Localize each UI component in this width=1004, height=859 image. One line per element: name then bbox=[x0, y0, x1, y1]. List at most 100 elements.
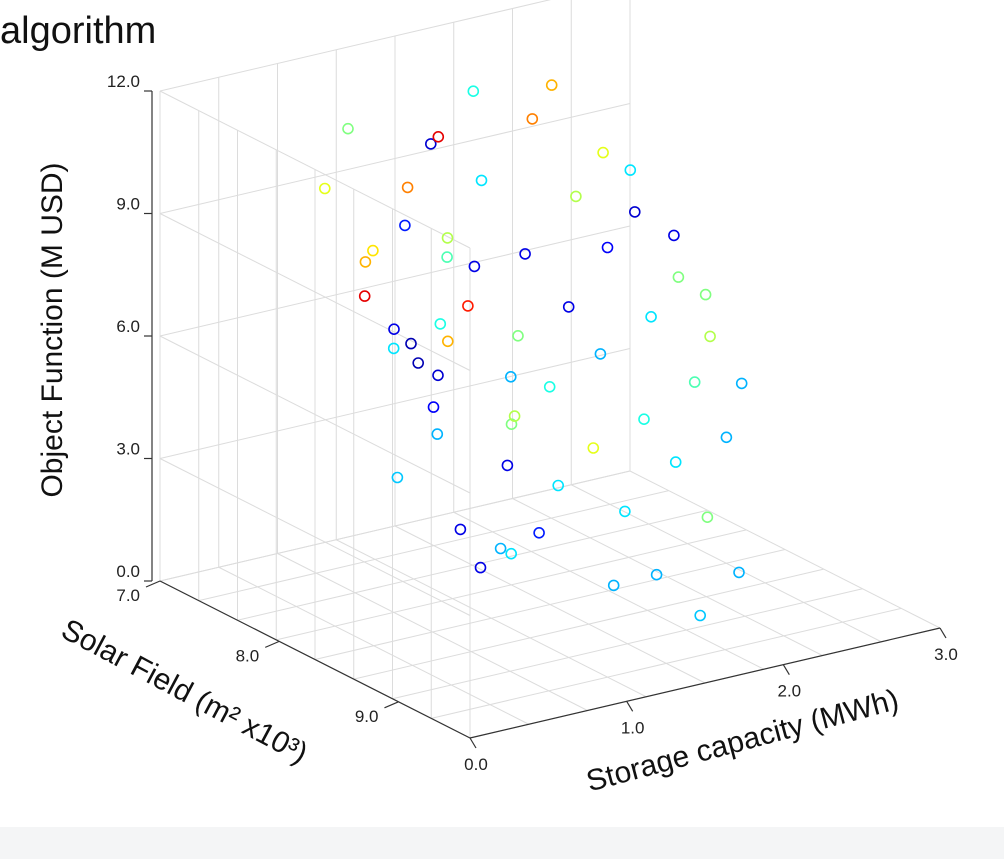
back-wall-grid-line bbox=[159, 225, 631, 337]
data-point bbox=[432, 131, 445, 143]
floor-grid-line bbox=[353, 568, 824, 680]
data-point bbox=[519, 248, 531, 260]
footer-bar bbox=[0, 827, 1004, 859]
axis-labels: Object Function (M USD) Solar Field (m² … bbox=[36, 162, 902, 798]
z-tick-label: 3.0 bbox=[116, 440, 140, 459]
data-point bbox=[358, 290, 371, 302]
data-point bbox=[405, 337, 417, 350]
data-point bbox=[619, 505, 631, 518]
data-point bbox=[387, 342, 400, 355]
data-point bbox=[533, 526, 545, 539]
floor-grid-line bbox=[276, 529, 747, 641]
data-point bbox=[601, 241, 614, 254]
data-point bbox=[688, 376, 701, 388]
floor-grid-line bbox=[237, 509, 708, 621]
data-point bbox=[462, 300, 474, 312]
data-point bbox=[441, 335, 454, 348]
floor-grid-line bbox=[392, 588, 863, 700]
data-point bbox=[454, 523, 467, 536]
data-point bbox=[562, 301, 575, 313]
side-wall-grid-line bbox=[159, 335, 471, 494]
data-point bbox=[508, 410, 521, 422]
x-tick-label: 2.0 bbox=[778, 682, 802, 701]
data-point bbox=[645, 310, 657, 323]
data-point bbox=[543, 380, 556, 393]
data-point bbox=[607, 579, 620, 592]
back-wall-grid-line bbox=[159, 0, 552, 92]
chart-title: algorithm bbox=[0, 10, 157, 52]
floor-grid-line bbox=[314, 549, 786, 660]
data-point bbox=[545, 79, 558, 91]
y-tick-label: 8.0 bbox=[236, 646, 260, 665]
data-point bbox=[501, 459, 514, 472]
data-point bbox=[694, 609, 707, 622]
data-point bbox=[441, 251, 453, 263]
data-point bbox=[388, 323, 400, 336]
back-wall-grid-line bbox=[159, 103, 631, 214]
data-point bbox=[424, 138, 437, 150]
data-point bbox=[570, 190, 582, 203]
x-tick-mark bbox=[939, 627, 947, 639]
data-point bbox=[431, 428, 444, 440]
data-point bbox=[594, 348, 607, 360]
side-wall-grid-line bbox=[159, 458, 471, 616]
x-tick-mark bbox=[626, 701, 634, 712]
data-point bbox=[733, 566, 745, 579]
data-point bbox=[701, 511, 714, 524]
data-point bbox=[412, 357, 425, 369]
data-point bbox=[704, 330, 716, 343]
data-point bbox=[494, 542, 507, 555]
data-point bbox=[628, 206, 641, 218]
data-point bbox=[512, 329, 524, 342]
z-tick-label: 9.0 bbox=[116, 195, 140, 214]
data-point bbox=[624, 164, 637, 176]
data-point bbox=[587, 442, 600, 454]
floor-grid-line bbox=[198, 490, 669, 602]
data-point bbox=[391, 471, 404, 484]
grid-lines bbox=[159, 0, 941, 739]
data-point bbox=[720, 431, 733, 444]
data-points bbox=[318, 79, 748, 622]
data-point bbox=[505, 547, 518, 560]
back-wall-grid-line bbox=[159, 348, 631, 459]
data-point bbox=[669, 456, 682, 468]
data-point bbox=[699, 288, 712, 301]
data-point bbox=[467, 85, 480, 97]
y-axis-label: Solar Field (m² x10³) bbox=[56, 613, 313, 770]
data-point bbox=[401, 181, 414, 194]
data-point bbox=[672, 271, 685, 283]
y-tick-mark bbox=[264, 640, 280, 648]
x-tick-label: 0.0 bbox=[464, 755, 488, 774]
z-tick-label: 6.0 bbox=[116, 317, 140, 336]
data-point bbox=[504, 370, 517, 383]
y-tick-label: 9.0 bbox=[355, 707, 379, 726]
data-point bbox=[650, 568, 663, 581]
x-tick-mark bbox=[469, 737, 477, 749]
data-point bbox=[342, 122, 354, 135]
x-tick-mark bbox=[782, 664, 790, 675]
y-tick-mark bbox=[384, 701, 399, 709]
floor-grid-line bbox=[431, 607, 902, 719]
data-point bbox=[668, 229, 680, 242]
data-point bbox=[318, 182, 331, 195]
data-point bbox=[427, 401, 440, 413]
z-tick-label: 0.0 bbox=[116, 562, 140, 581]
x-tick-label: 1.0 bbox=[621, 718, 645, 737]
data-point bbox=[735, 377, 748, 390]
y-tick-mark bbox=[145, 580, 161, 588]
z-tick-label: 12.0 bbox=[107, 72, 140, 91]
x-tick-label: 3.0 bbox=[934, 645, 958, 664]
back-wall-grid-line bbox=[159, 470, 631, 582]
data-point bbox=[597, 146, 609, 159]
z-axis-label: Object Function (M USD) bbox=[36, 162, 69, 497]
data-point bbox=[434, 318, 447, 330]
axes: 0.0 1.0 2.0 3.0 7.0 8.0 9.0 0.0 3.0 6.0 9.0 12.0 bbox=[107, 72, 958, 774]
data-point bbox=[474, 561, 487, 574]
y-tick-label: 7.0 bbox=[116, 586, 140, 605]
x-axis-line bbox=[469, 627, 941, 739]
side-wall-grid-line bbox=[159, 213, 471, 371]
data-point bbox=[475, 174, 488, 187]
data-point bbox=[468, 260, 481, 273]
y-axis-line bbox=[159, 580, 471, 739]
data-point bbox=[441, 232, 454, 244]
